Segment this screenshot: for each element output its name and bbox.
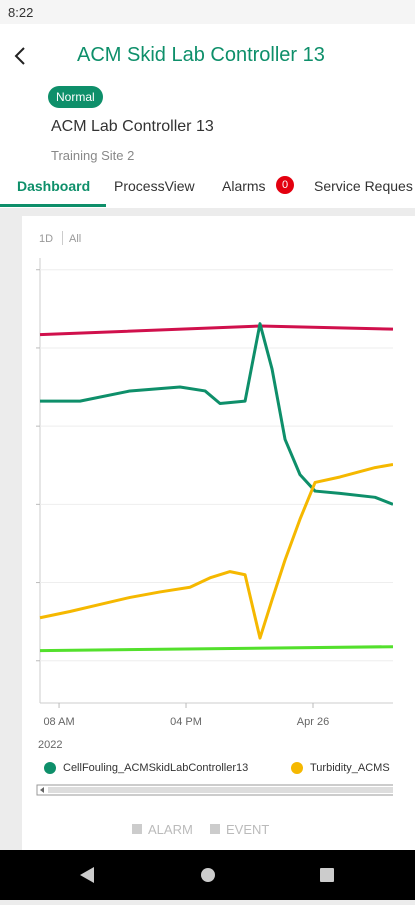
footer-legend[interactable]: ALARM [148, 822, 193, 837]
nav-bar [0, 850, 415, 900]
range-button[interactable]: 1D [39, 233, 54, 245]
home-nav[interactable] [201, 868, 215, 882]
alarm-count: 0 [276, 176, 294, 194]
x-tick-label: Apr 26 [297, 716, 329, 728]
page-title: ACM Skid Lab Controller 13 [77, 44, 325, 66]
tab[interactable]: ProcessView [114, 178, 195, 194]
x-sublabel: 2022 [38, 739, 62, 751]
tab[interactable]: Alarms [222, 178, 266, 194]
chart-card: 1D All ALARM EVENT [22, 216, 415, 850]
device-name: ACM Lab Controller 13 [51, 118, 214, 135]
back-button[interactable] [12, 45, 30, 67]
recents-nav[interactable] [320, 868, 334, 882]
series-line [39, 645, 393, 653]
series-line [40, 322, 393, 506]
status-bar: 8:22 [0, 0, 415, 24]
site-name: Training Site 2 [51, 148, 135, 163]
series-line [39, 324, 393, 337]
range-button[interactable]: All [69, 233, 82, 245]
legend-marker [291, 762, 303, 774]
legend-swatch [132, 824, 142, 834]
series-line [39, 462, 393, 640]
nav-buttons [80, 867, 334, 883]
legend-label[interactable]: Turbidity_ACMS [310, 762, 390, 774]
legend-marker [44, 762, 56, 774]
app-header: 8:22 ACM Skid Lab Controller 13 Normal A… [0, 0, 415, 208]
scroll-thumb [48, 787, 393, 793]
chart: 08 AM 04 PM Apr 26 2022CellFouling_ACMSkidL… [36, 258, 393, 796]
scroll-arrow [40, 787, 44, 793]
legend-label[interactable]: CellFouling_ACMSkidLabController13 [63, 762, 248, 774]
tab-indicator [0, 204, 106, 207]
x-tick-label: 04 PM [170, 716, 202, 728]
tab[interactable]: Service Reques [314, 178, 413, 194]
tab[interactable]: Dashboard [17, 178, 91, 194]
footer-legend[interactable]: EVENT [226, 822, 270, 837]
clock: 8:22 [8, 5, 34, 20]
divider [62, 231, 63, 245]
x-tick-label: 08 AM [43, 716, 74, 728]
status-badge: Normal [48, 86, 103, 108]
back-nav[interactable] [80, 867, 94, 883]
legend-swatch [210, 824, 220, 834]
